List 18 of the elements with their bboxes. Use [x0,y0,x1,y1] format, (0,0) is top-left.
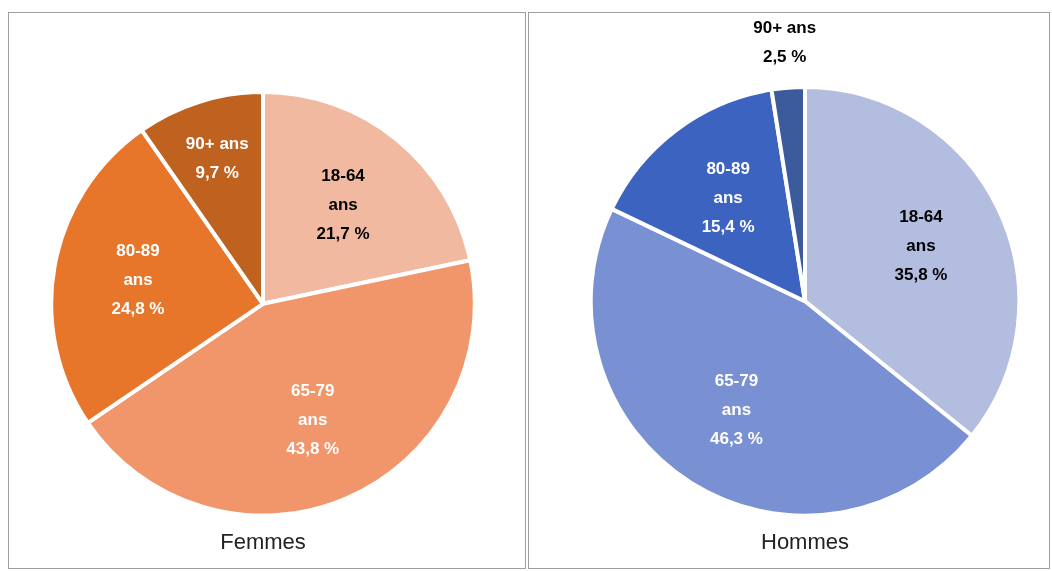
data-label: 21,7 % [316,223,370,243]
slice-label: 90+ ans [185,133,249,153]
data-label: 9,7 % [195,162,239,182]
data-label: 2,5 % [762,46,807,66]
text: Hommes [760,528,850,554]
data-label: 46,3 % [709,428,763,448]
slice-label: 80-89 ans [116,241,160,290]
slice-label: 80-89 ans [706,158,750,207]
data-label: 43,8 % [286,439,340,459]
slice-label: 18-64 ans [321,165,366,214]
data-label: 35,8 % [894,264,948,284]
slice-label: 65-79 ans [714,370,759,419]
slice-label: 90+ ans [753,17,817,37]
text: Femmes [220,528,306,554]
slice-label: 65-79 ans [290,381,335,430]
slice-label: 18-64 ans [899,206,944,255]
data-label: 24,8 % [111,299,165,319]
data-label: 15,4 % [701,216,755,236]
